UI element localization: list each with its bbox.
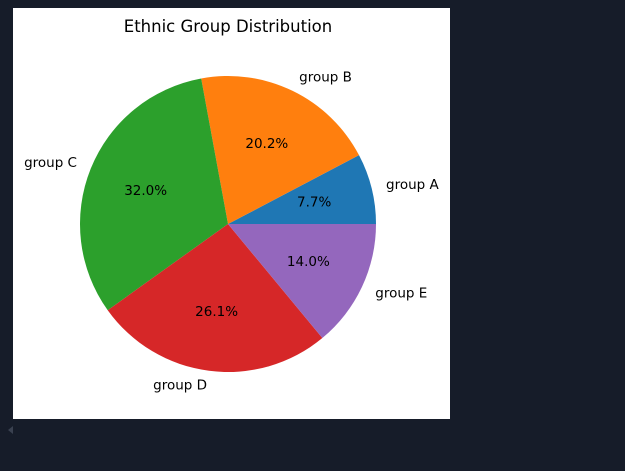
pie-percent-label-group-e: 14.0%: [287, 254, 330, 270]
pie-category-label-group-b: group B: [299, 70, 352, 86]
pie-category-label-group-c: group C: [24, 155, 77, 171]
pie-chart: Ethnic Group Distribution 7.7% group A 20.…: [24, 17, 439, 394]
pie-category-label-group-d: group D: [153, 377, 207, 393]
pie-percent-label-group-c: 32.0%: [124, 183, 167, 199]
pie-category-label-group-a: group A: [386, 177, 439, 193]
pie-percent-label-group-b: 20.2%: [245, 136, 288, 152]
pie-percent-label-group-d: 26.1%: [195, 304, 238, 320]
pie-category-label-group-e: group E: [375, 285, 427, 301]
scroll-left-arrow-icon[interactable]: [8, 426, 13, 434]
pie-labels: 7.7% group A 20.2% group B 32.0% group C 26.1%…: [24, 70, 439, 394]
pie-slice-group-d: [107, 224, 323, 372]
pie-slice-group-b: [201, 76, 360, 224]
pie-slices: [79, 76, 376, 372]
pie-slice-group-c: [79, 78, 229, 311]
chart-figure: Ethnic Group Distribution 7.7% group A 20.…: [13, 8, 450, 419]
pie-slice-group-e: [228, 224, 376, 339]
chart-title: Ethnic Group Distribution: [124, 17, 332, 36]
pie-slice-group-a: [228, 155, 376, 224]
pie-percent-label-group-a: 7.7%: [297, 195, 331, 211]
